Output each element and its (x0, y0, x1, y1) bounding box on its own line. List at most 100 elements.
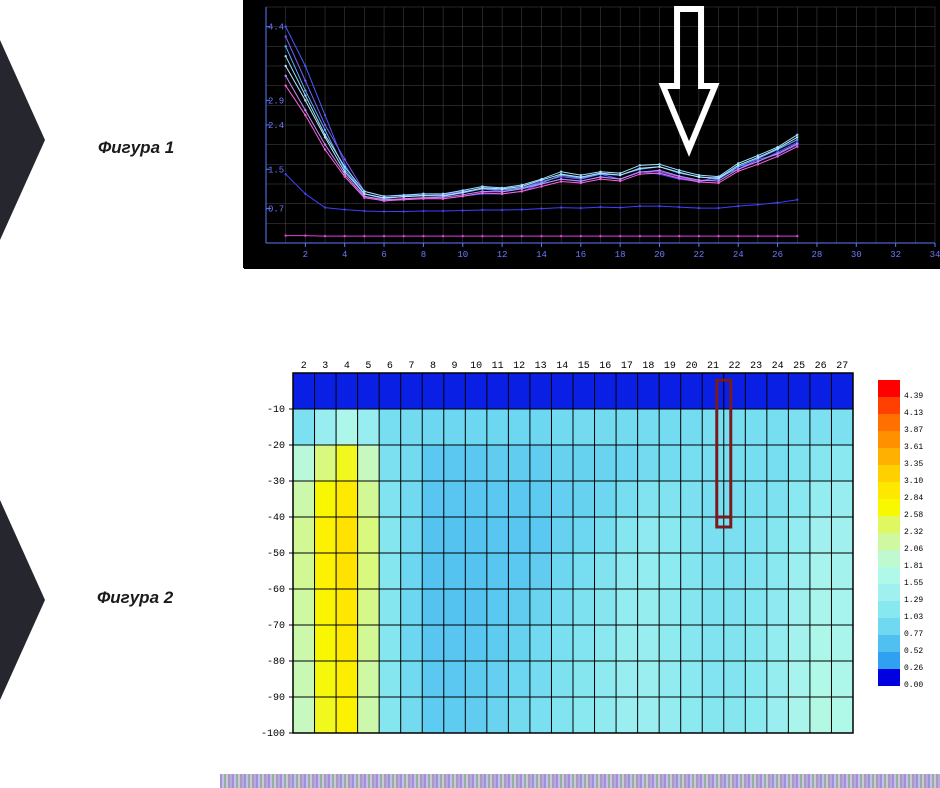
heatmap-cell (573, 409, 595, 446)
heatmap-cell (465, 697, 487, 734)
heatmap-cell (681, 697, 703, 734)
heatmap-cell (401, 589, 423, 626)
heatmap-cell (616, 409, 638, 446)
x-tick-label: 24 (733, 250, 744, 260)
figure2-chart: 2345678910111213141516171819202122232425… (243, 355, 933, 750)
heatmap-cell (379, 625, 401, 662)
heatmap-cell (551, 553, 573, 590)
heatmap-cell (724, 661, 746, 698)
legend-label: 4.13 (904, 409, 923, 418)
heatmap-cell (487, 589, 509, 626)
heatmap-cell (831, 697, 853, 734)
heatmap-cell (573, 697, 595, 734)
heatmap-cell (745, 373, 767, 410)
heatmap-cell (831, 481, 853, 518)
heatmap-cell (293, 409, 315, 446)
x-tick-label: 25 (793, 361, 805, 372)
heatmap-cell (595, 697, 617, 734)
legend-label: 2.32 (904, 528, 923, 537)
x-tick-label: 12 (513, 361, 525, 372)
heatmap-cell (336, 661, 358, 698)
figure1-chart: 0.71.52.42.94.42468101214161820222426283… (243, 0, 940, 268)
heatmap-cell (465, 517, 487, 554)
heatmap-cell (788, 589, 810, 626)
x-tick-label: 32 (890, 250, 901, 260)
heatmap-cell (595, 445, 617, 482)
x-tick-label: 22 (729, 361, 741, 372)
heatmap-cell (659, 661, 681, 698)
heatmap-cell (530, 481, 552, 518)
heatmap-cell (551, 517, 573, 554)
heatmap-cell (336, 517, 358, 554)
heatmap-cell (530, 553, 552, 590)
heatmap-cell (358, 373, 380, 410)
heatmap-cell (831, 589, 853, 626)
heatmap-cell (358, 517, 380, 554)
x-tick-label: 14 (536, 250, 547, 260)
heatmap-cell (358, 625, 380, 662)
heatmap-cell (336, 445, 358, 482)
x-tick-label: 8 (421, 250, 426, 260)
heatmap-cell (336, 409, 358, 446)
heatmap-cell (422, 409, 444, 446)
x-tick-label: 10 (470, 361, 482, 372)
heatmap-cell (379, 697, 401, 734)
heatmap-cell (551, 481, 573, 518)
x-tick-label: 14 (556, 361, 568, 372)
heatmap-cell (810, 697, 832, 734)
heatmap-cell (465, 481, 487, 518)
heatmap-cell (810, 625, 832, 662)
x-tick-label: 5 (365, 361, 371, 372)
heatmap-cell (724, 625, 746, 662)
heatmap-cell (638, 697, 660, 734)
heatmap-cell (358, 445, 380, 482)
heatmap-cell (810, 589, 832, 626)
heatmap-cell (422, 445, 444, 482)
x-tick-label: 16 (575, 250, 586, 260)
heatmap-cell (702, 373, 724, 410)
heatmap-cell (315, 625, 337, 662)
heatmap-cell (315, 481, 337, 518)
heatmap-cell (724, 697, 746, 734)
heatmap-cell (487, 445, 509, 482)
heatmap-cell (293, 661, 315, 698)
heatmap-cell (444, 661, 466, 698)
heatmap-cell (745, 625, 767, 662)
heatmap-cell (422, 481, 444, 518)
heatmap-cell (508, 625, 530, 662)
heatmap-cell (831, 517, 853, 554)
heatmap-cell (508, 481, 530, 518)
y-tick-label: 1.5 (268, 165, 284, 175)
heatmap-cell (659, 625, 681, 662)
x-tick-label: 4 (344, 361, 350, 372)
heatmap-cell (336, 373, 358, 410)
heatmap-cell (422, 697, 444, 734)
heatmap-cell (638, 553, 660, 590)
heatmap-cell (788, 697, 810, 734)
heatmap-cell (788, 517, 810, 554)
heatmap-cell (638, 481, 660, 518)
heatmap-cell (810, 661, 832, 698)
heatmap-cell (788, 445, 810, 482)
heatmap-cell (293, 553, 315, 590)
y-tick-label: -60 (267, 585, 285, 596)
heatmap-cell (293, 625, 315, 662)
heatmap-cell (358, 661, 380, 698)
heatmap-cell (487, 697, 509, 734)
heatmap-cell (551, 589, 573, 626)
legend-label: 3.87 (904, 426, 923, 435)
heatmap-cell (767, 517, 789, 554)
heatmap-cell (788, 661, 810, 698)
figure2-legend: 4.394.133.873.613.353.102.842.582.322.06… (878, 380, 940, 686)
y-tick-label: 2.9 (268, 96, 284, 106)
heatmap-cell (724, 445, 746, 482)
heatmap-cell (659, 481, 681, 518)
heatmap-cell (595, 517, 617, 554)
x-tick-label: 13 (535, 361, 547, 372)
heatmap-cell (788, 373, 810, 410)
legend-label: 4.39 (904, 392, 923, 401)
y-tick-label: 4.4 (268, 23, 284, 33)
x-tick-label: 10 (457, 250, 468, 260)
heatmap-cell (810, 373, 832, 410)
heatmap-cell (831, 553, 853, 590)
